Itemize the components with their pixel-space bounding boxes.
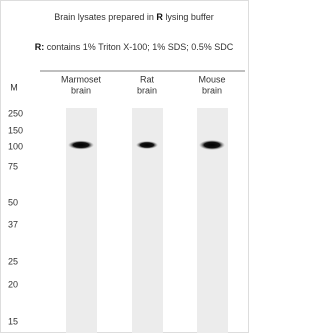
lane-label: Mouse [198,74,225,84]
marker-label: 50 [8,197,18,207]
marker-label: 150 [8,125,23,135]
protein-band [136,141,158,149]
marker-label: 100 [8,141,23,151]
marker-label: 20 [8,279,18,289]
title: Brain lysates prepared in R lysing buffe… [54,12,213,22]
marker-label: 250 [8,108,23,118]
lane-label: Rat [140,74,155,84]
marker-header: M [10,82,18,92]
buffer-note: R: contains 1% Triton X-100; 1% SDS; 0.5… [35,42,234,52]
marker-label: 75 [8,161,18,171]
marker-label: 15 [8,316,18,326]
marker-label: 25 [8,256,18,266]
lane-label: Marmoset [61,74,102,84]
lane-label: brain [202,85,222,95]
blot-figure: Brain lysates prepared in R lysing buffe… [0,0,249,333]
lane-label: brain [137,85,157,95]
protein-band [199,140,225,150]
protein-band [68,141,94,150]
marker-label: 37 [8,219,18,229]
lane-label: brain [71,85,91,95]
